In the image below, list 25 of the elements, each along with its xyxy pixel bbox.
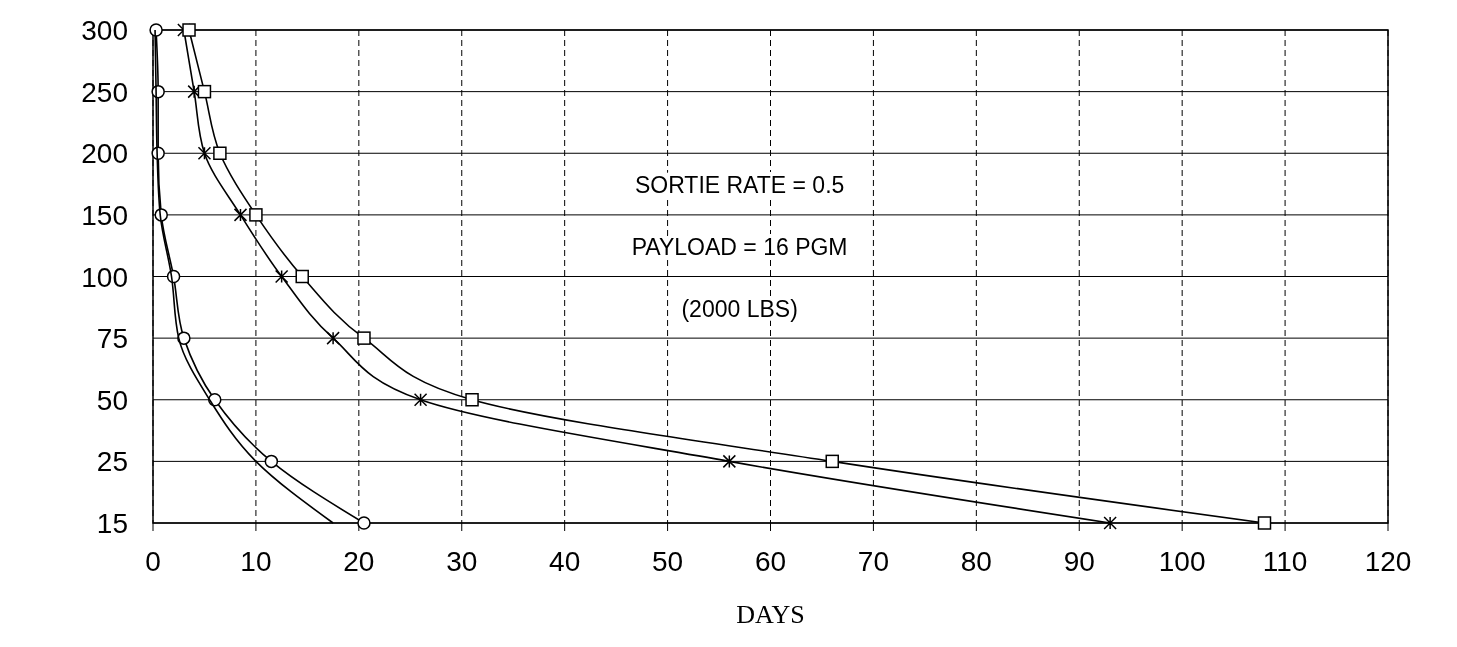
x-tick-label: 110 (1262, 546, 1308, 577)
x-tick-label: 70 (857, 546, 889, 577)
x-tick-label: 90 (1063, 546, 1095, 577)
x-tick-label: 120 (1364, 546, 1412, 577)
annotation: SORTIE RATE = 0.5 (634, 172, 845, 199)
annotation: (2000 LBS) (681, 295, 798, 322)
y-tick-label: 15 (96, 508, 128, 539)
x-tick-label: 0 (145, 546, 161, 577)
x-tick-label: 50 (652, 546, 684, 577)
x-tick-label: 100 (1158, 546, 1206, 577)
y-tick-label: 75 (96, 323, 128, 355)
y-tick-label: 25 (96, 446, 128, 478)
y-tick-label: 300 (81, 15, 128, 46)
x-tick-label: 30 (446, 546, 478, 577)
y-tick-label: 200 (81, 138, 128, 170)
x-tick-label: 20 (343, 546, 375, 577)
x-tick-label: 80 (960, 546, 992, 577)
x-tick-label: 40 (549, 546, 581, 577)
x-tick-label: 10 (240, 546, 272, 577)
x-axis-title: DAYS (736, 600, 805, 629)
y-tick-label: 250 (81, 76, 128, 108)
y-tick-label: 100 (81, 261, 128, 293)
y-tick-label: 50 (96, 384, 128, 416)
y-tick-label: 150 (81, 199, 128, 231)
x-tick-label: 60 (754, 546, 787, 577)
